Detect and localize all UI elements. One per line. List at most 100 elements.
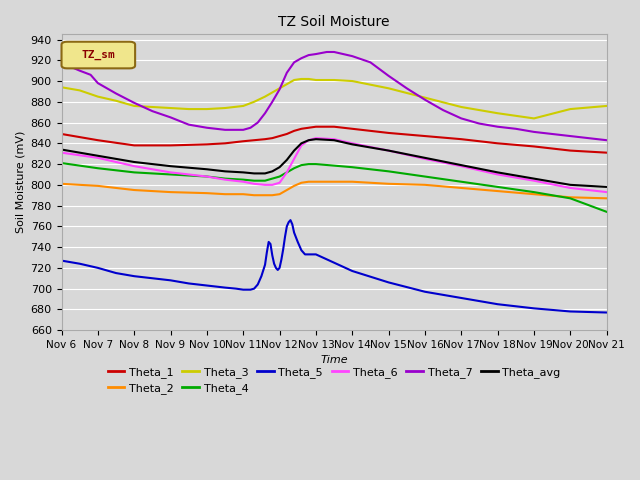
Theta_7 (421, 97, 429, 103)
Theta_1 (530, 144, 538, 149)
Theta_4 (203, 174, 211, 180)
Theta_avg (283, 157, 291, 163)
Theta_7 (566, 133, 574, 139)
Theta_7 (148, 108, 156, 114)
Theta_2 (268, 192, 276, 198)
Theta_1 (221, 141, 229, 146)
Theta_4 (298, 162, 305, 168)
Theta_6 (131, 163, 138, 169)
Theta_7 (76, 68, 84, 73)
Theta_avg (458, 162, 465, 168)
Line: Theta_4: Theta_4 (61, 163, 607, 212)
Theta_7 (603, 137, 611, 143)
Theta_3 (566, 106, 574, 112)
Theta_avg (291, 148, 298, 154)
Theta_1 (239, 138, 247, 144)
Theta_2 (603, 195, 611, 201)
Theta_7 (268, 99, 276, 105)
Theta_4 (305, 161, 312, 167)
Theta_7 (458, 116, 465, 121)
Theta_3 (268, 90, 276, 96)
Theta_6 (530, 178, 538, 183)
Theta_5 (131, 273, 138, 279)
Theta_2 (166, 189, 174, 195)
Theta_1 (291, 128, 298, 134)
Theta_1 (283, 131, 291, 137)
Theta_2 (291, 183, 298, 189)
Theta_3 (58, 84, 65, 90)
FancyBboxPatch shape (61, 42, 135, 68)
Line: Theta_2: Theta_2 (61, 182, 607, 198)
Theta_4 (530, 189, 538, 195)
Theta_5 (289, 221, 296, 227)
Line: Theta_6: Theta_6 (61, 138, 607, 192)
Theta_2 (58, 181, 65, 187)
Legend: Theta_1, Theta_2, Theta_3, Theta_4, Theta_5, Theta_6, Theta_7, Theta_avg: Theta_1, Theta_2, Theta_3, Theta_4, Thet… (103, 362, 565, 398)
Line: Theta_1: Theta_1 (61, 127, 607, 153)
Theta_1 (131, 143, 138, 148)
Theta_1 (566, 148, 574, 154)
Theta_5 (185, 281, 193, 287)
Theta_avg (305, 137, 312, 143)
Theta_avg (603, 184, 611, 190)
Theta_avg (166, 163, 174, 169)
Theta_4 (603, 209, 611, 215)
Theta_4 (458, 179, 465, 185)
Line: Theta_avg: Theta_avg (61, 139, 607, 187)
Theta_5 (274, 267, 282, 273)
Theta_7 (239, 127, 247, 132)
Theta_7 (87, 72, 95, 78)
Theta_6 (298, 143, 305, 148)
Theta_2 (385, 181, 392, 187)
Theta_6 (261, 182, 269, 188)
Theta_2 (421, 182, 429, 188)
Theta_6 (94, 155, 102, 161)
Theta_avg (312, 136, 320, 142)
Theta_avg (131, 159, 138, 165)
Theta_4 (131, 169, 138, 175)
Theta_3 (76, 87, 84, 93)
Theta_2 (458, 185, 465, 191)
Theta_3 (458, 104, 465, 110)
Theta_4 (566, 195, 574, 201)
Theta_1 (298, 126, 305, 132)
Line: Theta_3: Theta_3 (61, 79, 607, 119)
Theta_2 (276, 192, 284, 197)
Theta_6 (221, 177, 229, 182)
Theta_1 (166, 143, 174, 148)
Theta_6 (58, 150, 65, 156)
Theta_7 (512, 126, 520, 132)
Theta_avg (494, 169, 502, 175)
Theta_6 (385, 148, 392, 154)
Theta_4 (261, 178, 269, 183)
Theta_5 (280, 246, 287, 252)
Theta_5 (94, 265, 102, 271)
Theta_1 (603, 150, 611, 156)
Theta_4 (385, 168, 392, 174)
Theta_avg (221, 168, 229, 174)
Theta_5 (385, 279, 392, 285)
Theta_avg (203, 167, 211, 172)
Theta_1 (203, 142, 211, 147)
Theta_4 (421, 174, 429, 180)
Theta_5 (298, 247, 305, 253)
Theta_3 (494, 110, 502, 116)
Theta_2 (494, 188, 502, 194)
Theta_6 (276, 180, 284, 186)
Theta_7 (439, 107, 447, 113)
Theta_7 (246, 125, 254, 131)
Theta_4 (239, 177, 247, 182)
Theta_6 (494, 171, 502, 177)
Theta_7 (348, 53, 356, 59)
Theta_5 (566, 309, 574, 314)
Theta_2 (261, 192, 269, 198)
Theta_4 (312, 161, 320, 167)
Line: Theta_7: Theta_7 (61, 52, 607, 140)
Theta_3 (603, 103, 611, 109)
Theta_3 (312, 77, 320, 83)
Theta_7 (291, 60, 298, 65)
Theta_2 (298, 180, 305, 186)
Theta_5 (268, 252, 276, 258)
Theta_7 (305, 52, 312, 58)
Theta_5 (250, 286, 258, 291)
